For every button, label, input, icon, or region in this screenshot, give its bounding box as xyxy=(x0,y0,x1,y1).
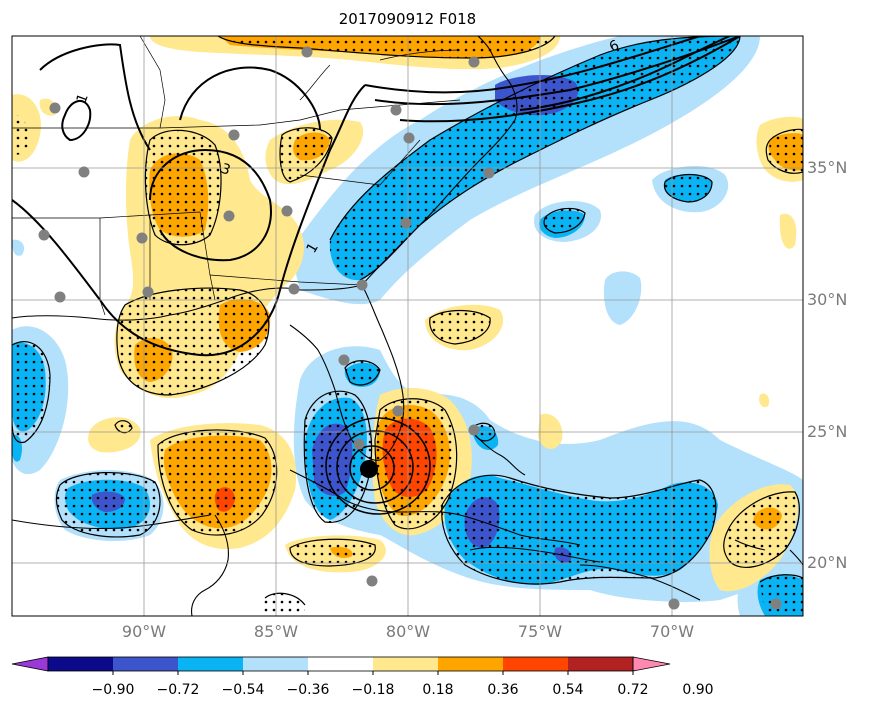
lon-label-70w: 70°W xyxy=(649,622,695,641)
contour-lines xyxy=(12,36,803,606)
colorbar-extend-low xyxy=(11,656,49,672)
coastlines xyxy=(12,36,803,616)
colorbar-tick-label: −0.54 xyxy=(221,682,265,698)
colorbar-tick-label: 0.54 xyxy=(552,682,584,698)
colorbar-segment xyxy=(178,657,243,671)
colorbar-segment xyxy=(438,657,503,671)
colorbar-tick-label: −0.18 xyxy=(351,682,395,698)
thick-contours xyxy=(12,36,741,357)
colorbar-tick-label: −0.36 xyxy=(286,682,330,698)
lat-label-35n: 35°N xyxy=(807,158,848,177)
colorbar-segment xyxy=(113,657,178,671)
lat-label-20n: 20°N xyxy=(807,553,848,572)
colorbar-tick-label: 0.72 xyxy=(617,682,649,698)
colorbar-segment xyxy=(373,657,438,671)
station-markers xyxy=(38,46,782,610)
colorbar-segment xyxy=(568,657,633,671)
lon-label-90w: 90°W xyxy=(121,622,167,641)
colorbar-segment xyxy=(308,657,373,671)
colorbar xyxy=(11,656,671,675)
significance-stippling xyxy=(12,36,803,616)
storm-contours xyxy=(325,417,431,515)
storm-center-marker xyxy=(360,460,378,478)
colorbar-extend-high xyxy=(632,656,671,672)
colorbar-segment xyxy=(503,657,568,671)
lat-label-30n: 30°N xyxy=(807,290,848,309)
colorbar-segment xyxy=(48,657,113,671)
colorbar-segment xyxy=(243,657,308,671)
colorbar-tick-label: −0.90 xyxy=(91,682,135,698)
lon-label-80w: 80°W xyxy=(385,622,431,641)
lon-label-85w: 85°W xyxy=(253,622,299,641)
colorbar-frame xyxy=(47,656,634,672)
colorbar-tick-label: −0.72 xyxy=(156,682,200,698)
lat-label-25n: 25°N xyxy=(807,422,848,441)
lon-label-75w: 75°W xyxy=(517,622,563,641)
colorbar-tick-label: 0.36 xyxy=(487,682,519,698)
colorbar-tick-label: 0.18 xyxy=(422,682,454,698)
plot-title: 2017090912 F018 xyxy=(338,10,477,28)
colorbar-tick-label: 0.90 xyxy=(682,682,714,698)
map-frame xyxy=(11,35,804,617)
